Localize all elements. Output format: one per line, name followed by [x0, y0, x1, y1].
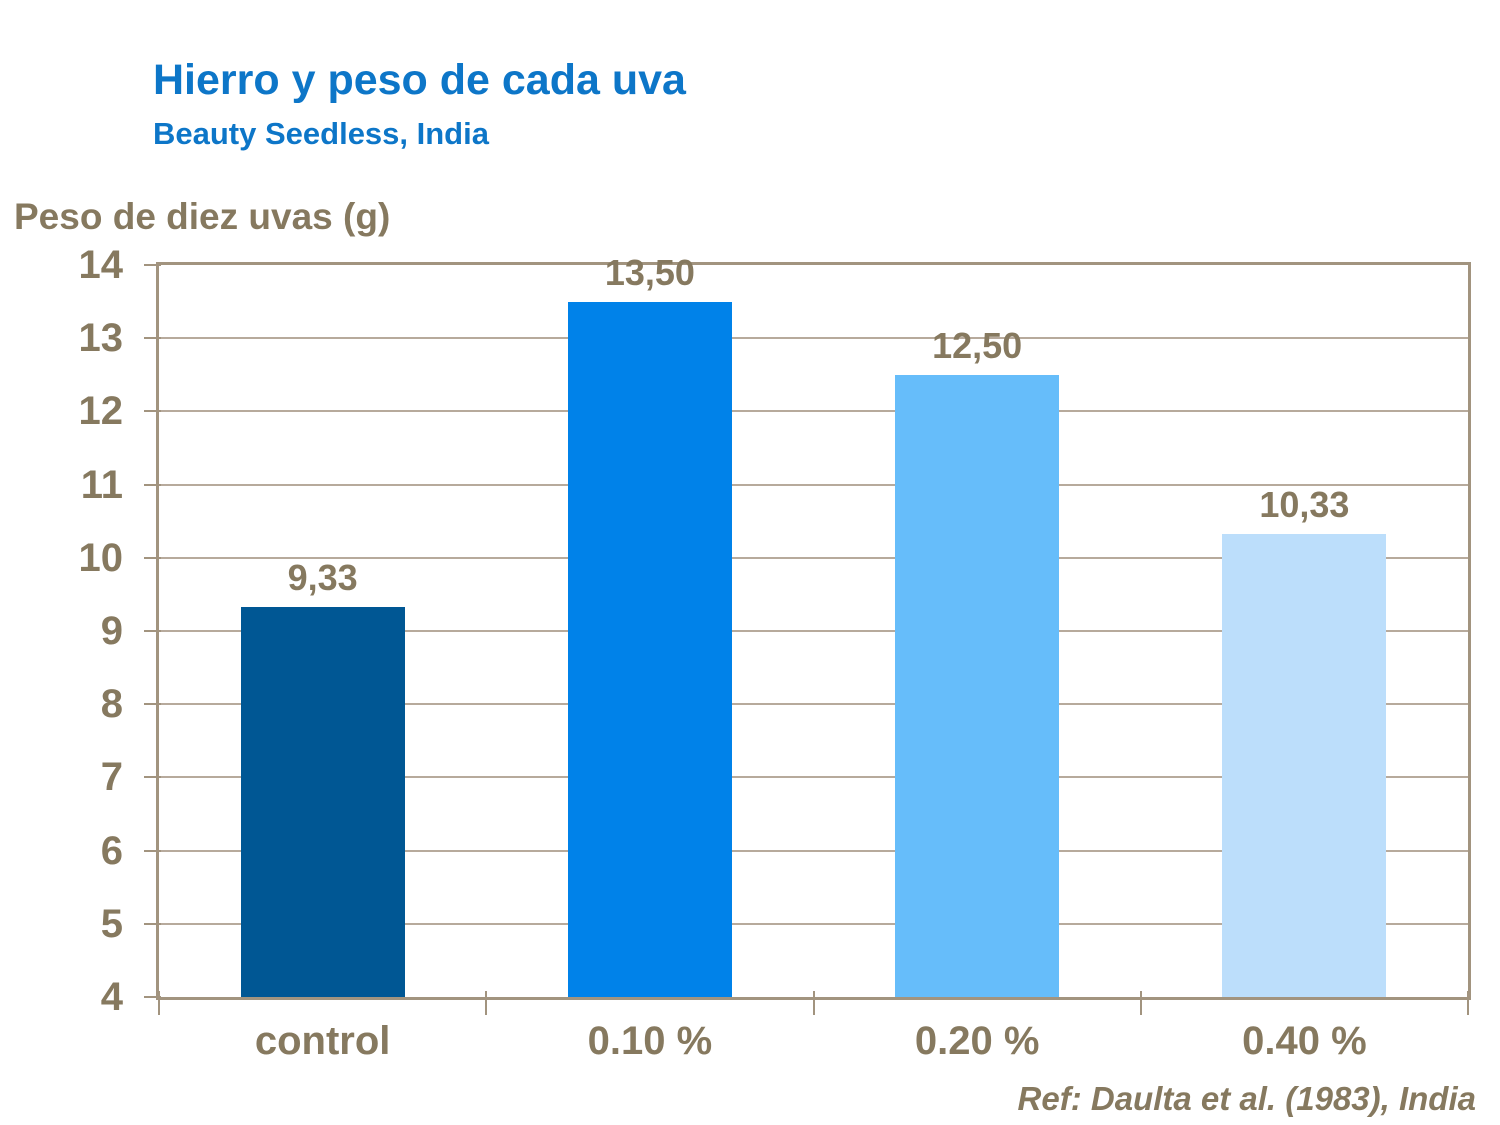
bar-0-40 [1222, 533, 1387, 997]
y-tick-8 [144, 703, 161, 706]
y-tick-13 [144, 337, 161, 340]
chart-title: Hierro y peso de cada uva [153, 56, 686, 104]
bar-control [240, 606, 405, 997]
bar-0-10 [567, 301, 732, 997]
y-tick-label-6: 6 [100, 828, 123, 873]
y-tick-6 [144, 849, 161, 852]
bar-value-label-0-10: 13,50 [604, 251, 695, 293]
x-tick-0 [158, 991, 160, 1015]
y-tick-10 [144, 556, 161, 559]
y-tick-7 [144, 776, 161, 779]
gridline-11 [159, 483, 1468, 486]
reference-note: Ref: Daulta et al. (1983), India [1017, 1080, 1476, 1117]
y-tick-12 [144, 410, 161, 413]
bar-value-label-control: 9,33 [287, 556, 358, 598]
gridline-6 [159, 849, 1468, 852]
x-tick-2 [813, 991, 815, 1015]
gridline-12 [159, 410, 1468, 413]
x-tick-label-0-20: 0.20 % [914, 1019, 1040, 1063]
y-tick-label-7: 7 [100, 755, 123, 800]
chart-subtitle: Beauty Seedless, India [153, 116, 489, 151]
bar-value-label-0-20: 12,50 [932, 324, 1023, 366]
y-tick-label-14: 14 [78, 243, 124, 287]
gridline-7 [159, 776, 1468, 779]
y-tick-14 [144, 264, 161, 266]
bar-0-20 [895, 374, 1060, 997]
y-tick-label-10: 10 [78, 535, 124, 580]
x-tick-label-control: control [254, 1019, 391, 1063]
y-tick-4 [144, 996, 161, 998]
y-axis-title: Peso de diez uvas (g) [14, 196, 391, 237]
bar-value-label-0-40: 10,33 [1259, 483, 1350, 525]
y-tick-label-11: 11 [80, 462, 123, 507]
y-tick-label-13: 13 [78, 316, 124, 361]
gridline-9 [159, 630, 1468, 632]
y-tick-label-5: 5 [100, 901, 123, 946]
y-tick-label-8: 8 [100, 682, 123, 727]
gridline-13 [159, 337, 1468, 340]
gridline-5 [159, 922, 1468, 925]
y-tick-11 [144, 483, 161, 486]
y-tick-label-9: 9 [100, 609, 123, 653]
x-tick-3 [1140, 991, 1142, 1015]
plot-area: 4 5 6 7 8 9 10 11 12 13 14 9,33 control 13,50 0.10 % 12… [79, 245, 1471, 1063]
x-tick-label-0-10: 0.10 % [587, 1019, 713, 1063]
x-tick-4 [1467, 991, 1469, 1015]
y-tick-5 [144, 922, 161, 925]
gridline-10 [159, 556, 1468, 559]
x-tick-label-0-40: 0.40 % [1242, 1019, 1367, 1063]
y-tick-label-4: 4 [100, 975, 123, 1019]
x-tick-1 [485, 991, 487, 1015]
gridline-8 [159, 703, 1468, 706]
y-tick-9 [144, 630, 161, 632]
y-tick-label-12: 12 [78, 389, 124, 434]
